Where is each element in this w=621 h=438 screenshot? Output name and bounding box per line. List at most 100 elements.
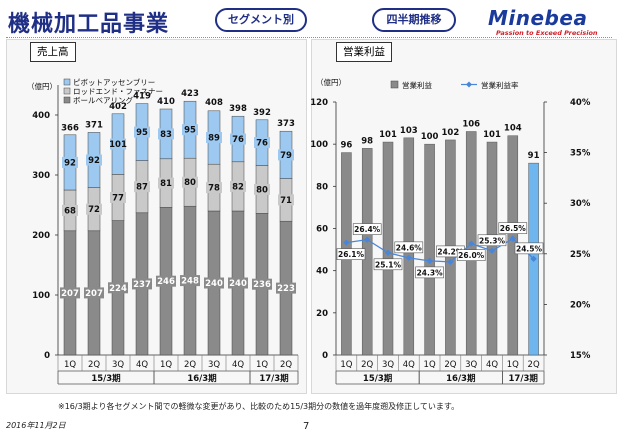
op-margin-data-label: 24.2% [437,247,464,256]
sales-data-label: 95 [184,126,196,136]
op-margin-point [384,249,392,256]
sales-y-tick-label: 300 [32,171,50,181]
sales-y-tick-label: 0 [44,351,50,361]
op-income-x-tick-label: 1Q [340,360,352,370]
sales-x-tick-label: 3Q [112,360,124,370]
sales-data-label-bg [252,278,272,290]
op-income-data-label: 98 [361,136,373,146]
sales-data-label: 92 [64,158,76,168]
op-margin-point [488,247,496,254]
sales-data-label-bg [84,287,104,299]
sales-data-label-bg [278,149,294,161]
op-income-fiscal-group-label: 16/3期 [446,373,476,384]
op-margin-data-label: 25.1% [375,260,402,269]
sales-data-label-bg [204,277,224,289]
op-margin-data-label: 26.1% [338,250,365,259]
op-margin-y2-tick-label: 25% [570,250,591,260]
footnote: ※16/3期より各セグメント間での軽微な変更があり、比較のため15/3期分の数値… [58,402,460,411]
sales-data-label-bg [132,278,152,290]
sales-data-label-bg [230,180,246,192]
sales-data-label: 236 [253,280,271,290]
op-income-fiscal-group-label: 15/3期 [363,373,393,384]
op-income-data-label: 101 [483,130,501,140]
sales-data-label-bg [276,282,296,294]
sales-legend-swatch [63,78,71,86]
op-income-legend-swatch [390,80,399,89]
op-income-x-tick-label: 2Q [361,360,373,370]
op-income-data-label: 102 [442,128,460,138]
op-income-bar [424,143,435,356]
op-margin-label-box [514,242,544,255]
op-income-x-tick-label: 2Q [444,360,456,370]
sales-data-label: 80 [256,185,268,195]
op-income-x-tick-label: 4Q [486,360,498,370]
sales-data-label: 240 [205,279,223,289]
op-margin-label-box [336,248,366,260]
sales-x-tick-label: 4Q [136,360,148,370]
page-title: 機械加工品事業 [8,12,170,37]
sales-x-tick-label: 2Q [88,360,100,370]
sales-data-label-bg [182,124,198,136]
op-income-y-tick-label: 20 [316,309,328,319]
sales-data-label: 246 [157,277,175,287]
op-margin-data-label: 26.4% [354,225,381,234]
sales-x-tick-label: 1Q [64,360,76,370]
sales-x-tick-label: 4Q [232,360,244,370]
sales-data-label: 240 [229,279,247,289]
op-margin-point [343,239,350,246]
sales-data-label: 76 [256,139,268,149]
sales-data-label: 224 [109,284,127,294]
op-margin-y2-tick-label: 20% [570,300,591,310]
op-margin-point [426,257,433,265]
date: 2016年11月2日 [6,421,66,430]
sales-data-label-bg [62,156,78,168]
sales-data-label-bg [254,137,270,149]
op-income-y-tick-label: 40 [316,267,328,277]
sales-data-label-bg [206,132,222,143]
sales-data-label-bg [86,154,102,166]
op-margin-data-label: 26.5% [500,224,527,233]
sales-fiscal-group-label: 17/3期 [259,373,289,384]
op-income-legend-label: 営業利益 [402,80,432,90]
sales-data-label: 101 [109,140,127,150]
op-margin-label-box [394,241,424,254]
sales-y-tick-label: 100 [32,291,50,301]
sales-y-unit-label: （億円） [27,81,57,91]
sales-total-label: 419 [133,92,151,102]
op-income-x-tick-label: 3Q [382,360,394,370]
sales-data-label: 68 [64,206,76,216]
sales-data-label-bg [182,176,198,188]
sales-y-tick-label: 400 [32,111,50,121]
op-margin-y2-tick-label: 40% [570,98,591,108]
sales-data-label: 82 [232,182,244,192]
segment-pill: セグメント別 [215,8,307,32]
op-margin-data-label: 24.5% [516,244,543,253]
op-income-data-label: 100 [421,132,439,142]
op-margin-label-box [498,222,528,234]
op-income-data-label: 96 [340,141,352,151]
sales-data-label-bg [206,182,222,194]
sales-data-label-bg [180,275,200,287]
op-margin-point [509,235,516,242]
sales-data-label-bg [158,128,174,140]
op-margin-y2-tick-label: 35% [570,149,591,159]
sales-legend-label: ボールベアリング [73,95,133,105]
op-income-x-tick-label: 1Q [507,360,519,370]
op-income-x-tick-label: 2Q [528,360,540,370]
op-margin-label-box [477,234,507,247]
sales-total-label: 371 [85,120,103,130]
op-margin-label-box [456,249,486,261]
op-income-chart-title: 営業利益 [336,42,392,62]
op-margin-data-label: 25.3% [479,236,506,245]
op-margin-point [364,236,371,243]
sales-data-label-bg [156,275,176,287]
op-margin-y2-tick-label: 30% [570,199,591,209]
op-income-y-tick-label: 100 [310,140,328,150]
op-margin-legend-label: 営業利益率 [481,80,519,90]
op-income-data-label: 106 [462,120,480,130]
sales-data-label-bg [108,282,128,294]
sales-data-label: 72 [88,205,100,215]
sales-data-label-bg [278,194,294,206]
sales-data-label: 77 [112,194,124,204]
sales-data-label: 78 [208,184,220,194]
